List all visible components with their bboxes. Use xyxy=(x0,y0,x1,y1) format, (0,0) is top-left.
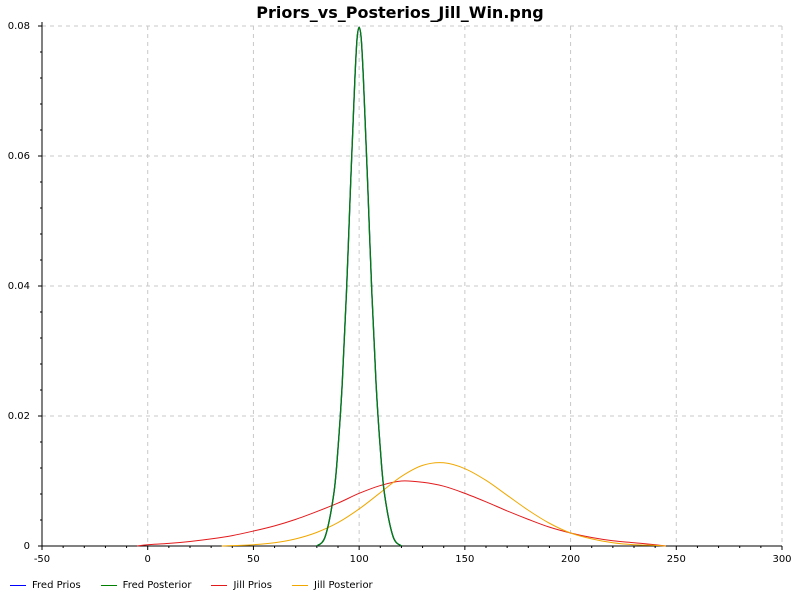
legend-swatch xyxy=(100,584,117,586)
x-tick-label: 150 xyxy=(455,554,474,565)
legend-item-jill-prios: Jill Prios xyxy=(211,580,272,591)
legend-swatch xyxy=(292,584,309,586)
legend-label: Fred Posterior xyxy=(122,579,192,591)
x-tick-label: 100 xyxy=(350,554,369,565)
legend-item-fred-posterior: Fred Posterior xyxy=(100,579,192,591)
legend-item-jill-posterior: Jill Posterior xyxy=(292,580,373,591)
x-tick-label: 250 xyxy=(667,554,686,565)
legend-item-fred-prios: Fred Prios xyxy=(10,580,81,591)
grid xyxy=(42,25,783,546)
series-line-fred-posterior xyxy=(316,26,402,547)
legend-label: Jill Posterior xyxy=(314,579,373,591)
x-tick-label: -50 xyxy=(34,554,50,565)
axes xyxy=(41,22,782,547)
series-line-jill-prios xyxy=(137,480,666,547)
chart-title: Priors_vs_Posterios_Jill_Win.png xyxy=(256,3,544,22)
legend-swatch xyxy=(10,584,26,586)
x-tick-label: 50 xyxy=(247,554,260,565)
y-tick-label: 0.08 xyxy=(8,21,30,32)
legend-swatch xyxy=(211,584,228,586)
y-tick-label: 0.04 xyxy=(8,281,30,292)
legend-label: Jill Prios xyxy=(233,579,273,591)
y-tick-label: 0 xyxy=(24,541,30,552)
y-tick-label: 0.06 xyxy=(8,151,30,162)
y-axis-ticks: 0 0.02 0.04 0.06 0.08 xyxy=(8,21,42,552)
x-tick-label: 300 xyxy=(772,554,791,565)
legend: Fred Prios Fred Posterior Jill Prios Jill P… xyxy=(10,577,393,593)
x-tick-label: 200 xyxy=(561,554,580,565)
series-lines xyxy=(137,26,666,547)
legend-label: Fred Prios xyxy=(32,579,81,591)
x-axis-ticks: -50 0 50 100 150 200 250 300 xyxy=(34,546,792,565)
series-line-jill-posterior xyxy=(221,462,666,547)
x-tick-label: 0 xyxy=(145,554,151,565)
y-tick-label: 0.02 xyxy=(8,411,30,422)
